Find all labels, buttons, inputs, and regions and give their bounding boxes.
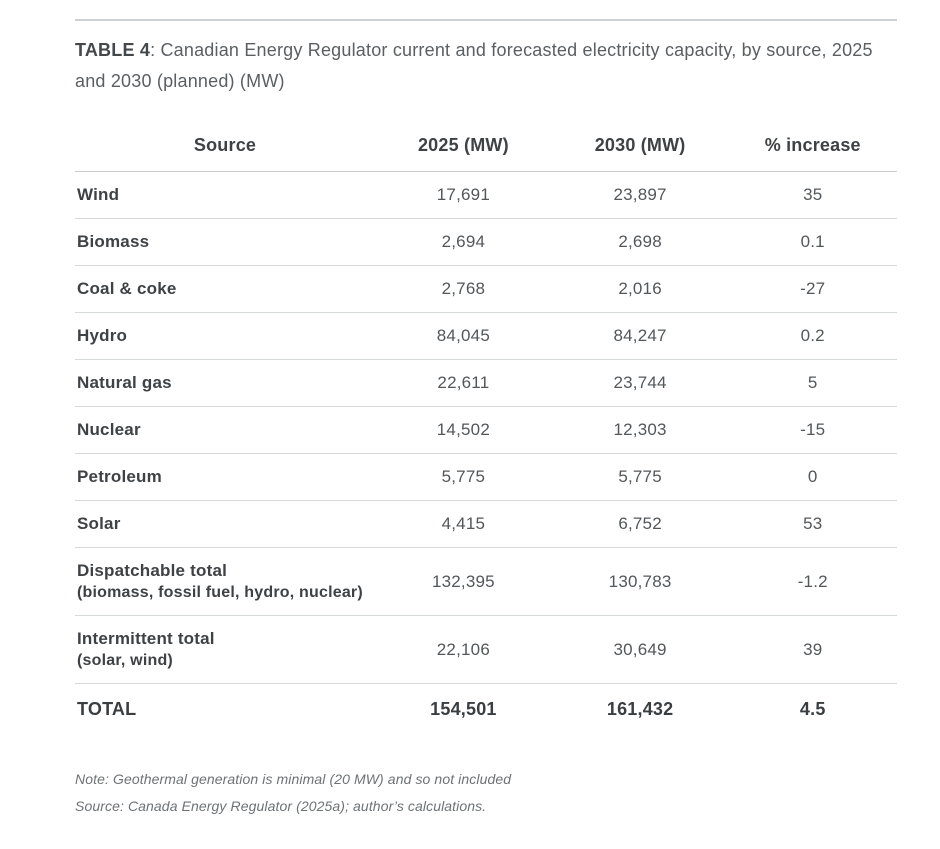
cell-increase: 39 [728,615,897,684]
table-row-total: TOTAL 154,501 161,432 4.5 [75,684,897,737]
table-row-wind: Wind 17,691 23,897 35 [75,171,897,219]
cell-2030: 84,247 [551,312,729,360]
cell-2030: 130,783 [551,547,729,616]
cell-2025: 4,415 [375,500,552,548]
row-label: Dispatchable total [77,561,228,580]
cell-2025: 22,106 [375,615,552,684]
table-title-text: : Canadian Energy Regulator current and … [75,40,873,91]
cell-source: Dispatchable total (biomass, fossil fuel… [75,547,376,616]
col-header-increase: % increase [728,97,897,172]
capacity-table: Source 2025 (MW) 2030 (MW) % increase Wi… [75,97,897,736]
footnote-source: Source: Canada Energy Regulator (2025a);… [75,798,487,814]
cell-source: Hydro [75,312,376,360]
cell-2025: 22,611 [375,359,552,407]
cell-source: Biomass [75,218,376,266]
cell-increase: 5 [728,359,897,407]
table-row-petroleum: Petroleum 5,775 5,775 0 [75,453,897,501]
cell-2025: 84,045 [375,312,552,360]
cell-increase: 35 [728,171,897,219]
footnotes: Note: Geothermal generation is minimal (… [75,766,897,820]
footnote-note: Note: Geothermal generation is minimal (… [75,771,512,787]
table-row-nuclear: Nuclear 14,502 12,303 -15 [75,406,897,454]
cell-2030: 12,303 [551,406,729,454]
cell-2025: 154,501 [430,699,497,719]
cell-2025: 132,395 [375,547,552,616]
cell-source: Nuclear [75,406,376,454]
cell-2030: 5,775 [551,453,729,501]
table-row-natural-gas: Natural gas 22,611 23,744 5 [75,359,897,407]
cell-2025: 14,502 [375,406,552,454]
cell-2030: 6,752 [551,500,729,548]
col-header-source: Source [75,97,376,172]
table-number-label: TABLE 4 [75,40,151,60]
cell-2030: 30,649 [551,615,729,684]
cell-increase: 0 [728,453,897,501]
cell-2025: 2,768 [375,265,552,313]
top-divider [75,19,897,21]
cell-2030: 161,432 [606,699,674,719]
cell-2025: 5,775 [375,453,552,501]
cell-2030: 2,698 [551,218,729,266]
row-sublabel: (solar, wind) [77,652,173,669]
cell-2025: 2,694 [375,218,552,266]
cell-increase: 53 [728,500,897,548]
cell-increase: -27 [728,265,897,313]
cell-increase: 4.5 [799,699,826,719]
cell-increase: 0.1 [728,218,897,266]
cell-source: TOTAL [77,699,137,719]
cell-increase: 0.2 [728,312,897,360]
table-figure: TABLE 4: Canadian Energy Regulator curre… [75,19,897,820]
col-header-2030: 2030 (MW) [551,97,729,172]
table-row-dispatchable-total: Dispatchable total (biomass, fossil fuel… [75,547,897,616]
table-row-coal-coke: Coal & coke 2,768 2,016 -27 [75,265,897,313]
cell-2030: 23,897 [551,171,729,219]
cell-increase: -15 [728,406,897,454]
cell-2030: 2,016 [551,265,729,313]
row-sublabel: (biomass, fossil fuel, hydro, nuclear) [77,584,363,601]
header-row: Source 2025 (MW) 2030 (MW) % increase [75,97,897,172]
table-row-intermittent-total: Intermittent total (solar, wind) 22,106 … [75,615,897,684]
cell-increase: -1.2 [728,547,897,616]
cell-2030: 23,744 [551,359,729,407]
table-row-biomass: Biomass 2,694 2,698 0.1 [75,218,897,266]
cell-source: Intermittent total (solar, wind) [75,615,376,684]
cell-source: Wind [75,171,376,219]
cell-source: Petroleum [75,453,376,501]
cell-source: Solar [75,500,376,548]
cell-source: Natural gas [75,359,376,407]
table-row-solar: Solar 4,415 6,752 53 [75,500,897,548]
cell-source: Coal & coke [75,265,376,313]
table-row-hydro: Hydro 84,045 84,247 0.2 [75,312,897,360]
page-title: TABLE 4: Canadian Energy Regulator curre… [75,35,897,97]
row-label: Intermittent total [77,629,215,648]
cell-2025: 17,691 [375,171,552,219]
col-header-2025: 2025 (MW) [375,97,552,172]
